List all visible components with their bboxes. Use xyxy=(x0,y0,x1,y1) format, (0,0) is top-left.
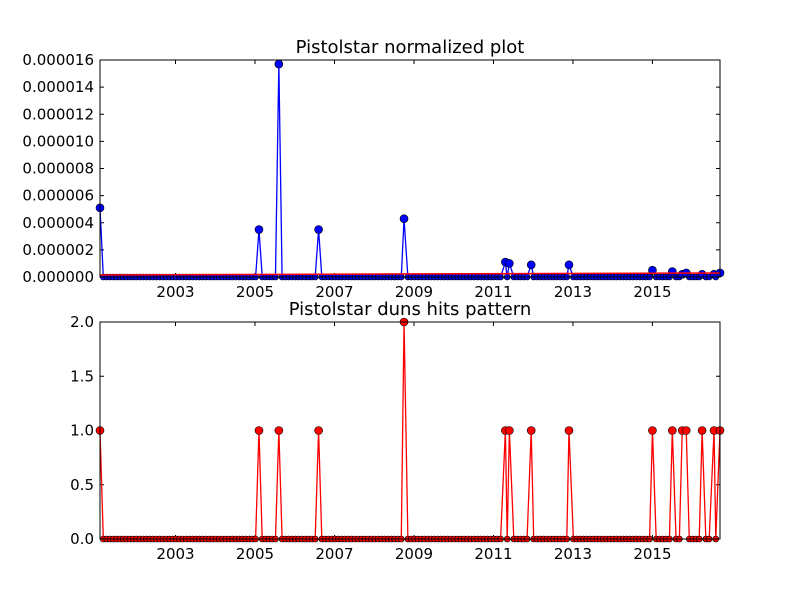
data-point xyxy=(274,59,284,69)
plot-frame xyxy=(99,321,721,540)
y-tick-label: 0.0 xyxy=(70,530,94,548)
series-area xyxy=(95,317,725,543)
y-tick-label: 0.5 xyxy=(70,476,94,494)
y-tick-label: 0.000012 xyxy=(22,105,94,123)
x-tick-label: 2011 xyxy=(474,545,512,563)
duns-hits-plot: Pistolstar duns hits pattern 2003 2005 200… xyxy=(70,299,725,563)
data-point xyxy=(505,259,514,268)
y-tick-label: 0.000008 xyxy=(22,160,94,178)
y-tick-label: 0.000014 xyxy=(22,78,94,96)
plot-frame xyxy=(99,59,721,278)
data-point xyxy=(526,260,536,270)
y-tick-label: 0.000004 xyxy=(22,214,94,232)
x-tick-label: 2013 xyxy=(554,545,592,563)
data-point xyxy=(399,214,409,223)
chart-title: Pistolstar normalized plot xyxy=(296,37,525,58)
x-tick-label: 2011 xyxy=(474,283,512,301)
data-point xyxy=(274,426,284,435)
x-tick-label: 2003 xyxy=(156,545,194,563)
data-point xyxy=(697,426,707,435)
x-tick-label: 2015 xyxy=(633,283,671,301)
x-tick-label: 2009 xyxy=(395,545,433,563)
y-tick-label: 0.000002 xyxy=(22,241,94,259)
data-point xyxy=(505,426,514,435)
x-tick-label: 2009 xyxy=(395,283,433,301)
x-tick-label: 2003 xyxy=(156,283,194,301)
axis-ticks: 2003 2005 2007 2009 2011 2013 2015 0.0 0.5 1.0 1.5… xyxy=(70,313,720,563)
x-tick-label: 2015 xyxy=(633,545,671,563)
series-line xyxy=(99,321,721,540)
x-tick-label: 2007 xyxy=(315,283,353,301)
data-point xyxy=(314,225,323,234)
x-tick-label: 2013 xyxy=(554,283,592,301)
x-tick-label: 2007 xyxy=(315,545,353,563)
data-point xyxy=(681,426,691,435)
series-area xyxy=(95,59,725,281)
y-tick-label: 0.000006 xyxy=(22,187,94,205)
data-point xyxy=(668,426,677,435)
series-line xyxy=(99,64,721,279)
normalized-plot: Pistolstar normalized plot 2003 2005 2007 2… xyxy=(22,37,725,301)
data-point xyxy=(564,260,574,270)
y-tick-label: 1.5 xyxy=(70,367,94,385)
baseline-line xyxy=(99,272,721,276)
data-point xyxy=(648,426,657,435)
data-point xyxy=(254,225,264,234)
data-point xyxy=(648,265,657,275)
x-tick-label: 2005 xyxy=(236,545,274,563)
data-point xyxy=(526,426,536,435)
y-tick-label: 0.000010 xyxy=(22,132,94,150)
axis-ticks: 2003 2005 2007 2009 2011 2013 2015 0.000000 0.00… xyxy=(22,51,720,301)
data-point xyxy=(254,426,264,435)
data-point xyxy=(564,426,574,435)
y-tick-label: 1.0 xyxy=(70,422,94,440)
x-tick-label: 2005 xyxy=(236,283,274,301)
data-point xyxy=(314,426,323,435)
chart-title: Pistolstar duns hits pattern xyxy=(289,299,532,320)
y-tick-label: 0.000000 xyxy=(22,268,94,286)
y-tick-label: 0.000016 xyxy=(22,51,94,69)
y-tick-label: 2.0 xyxy=(70,313,94,331)
